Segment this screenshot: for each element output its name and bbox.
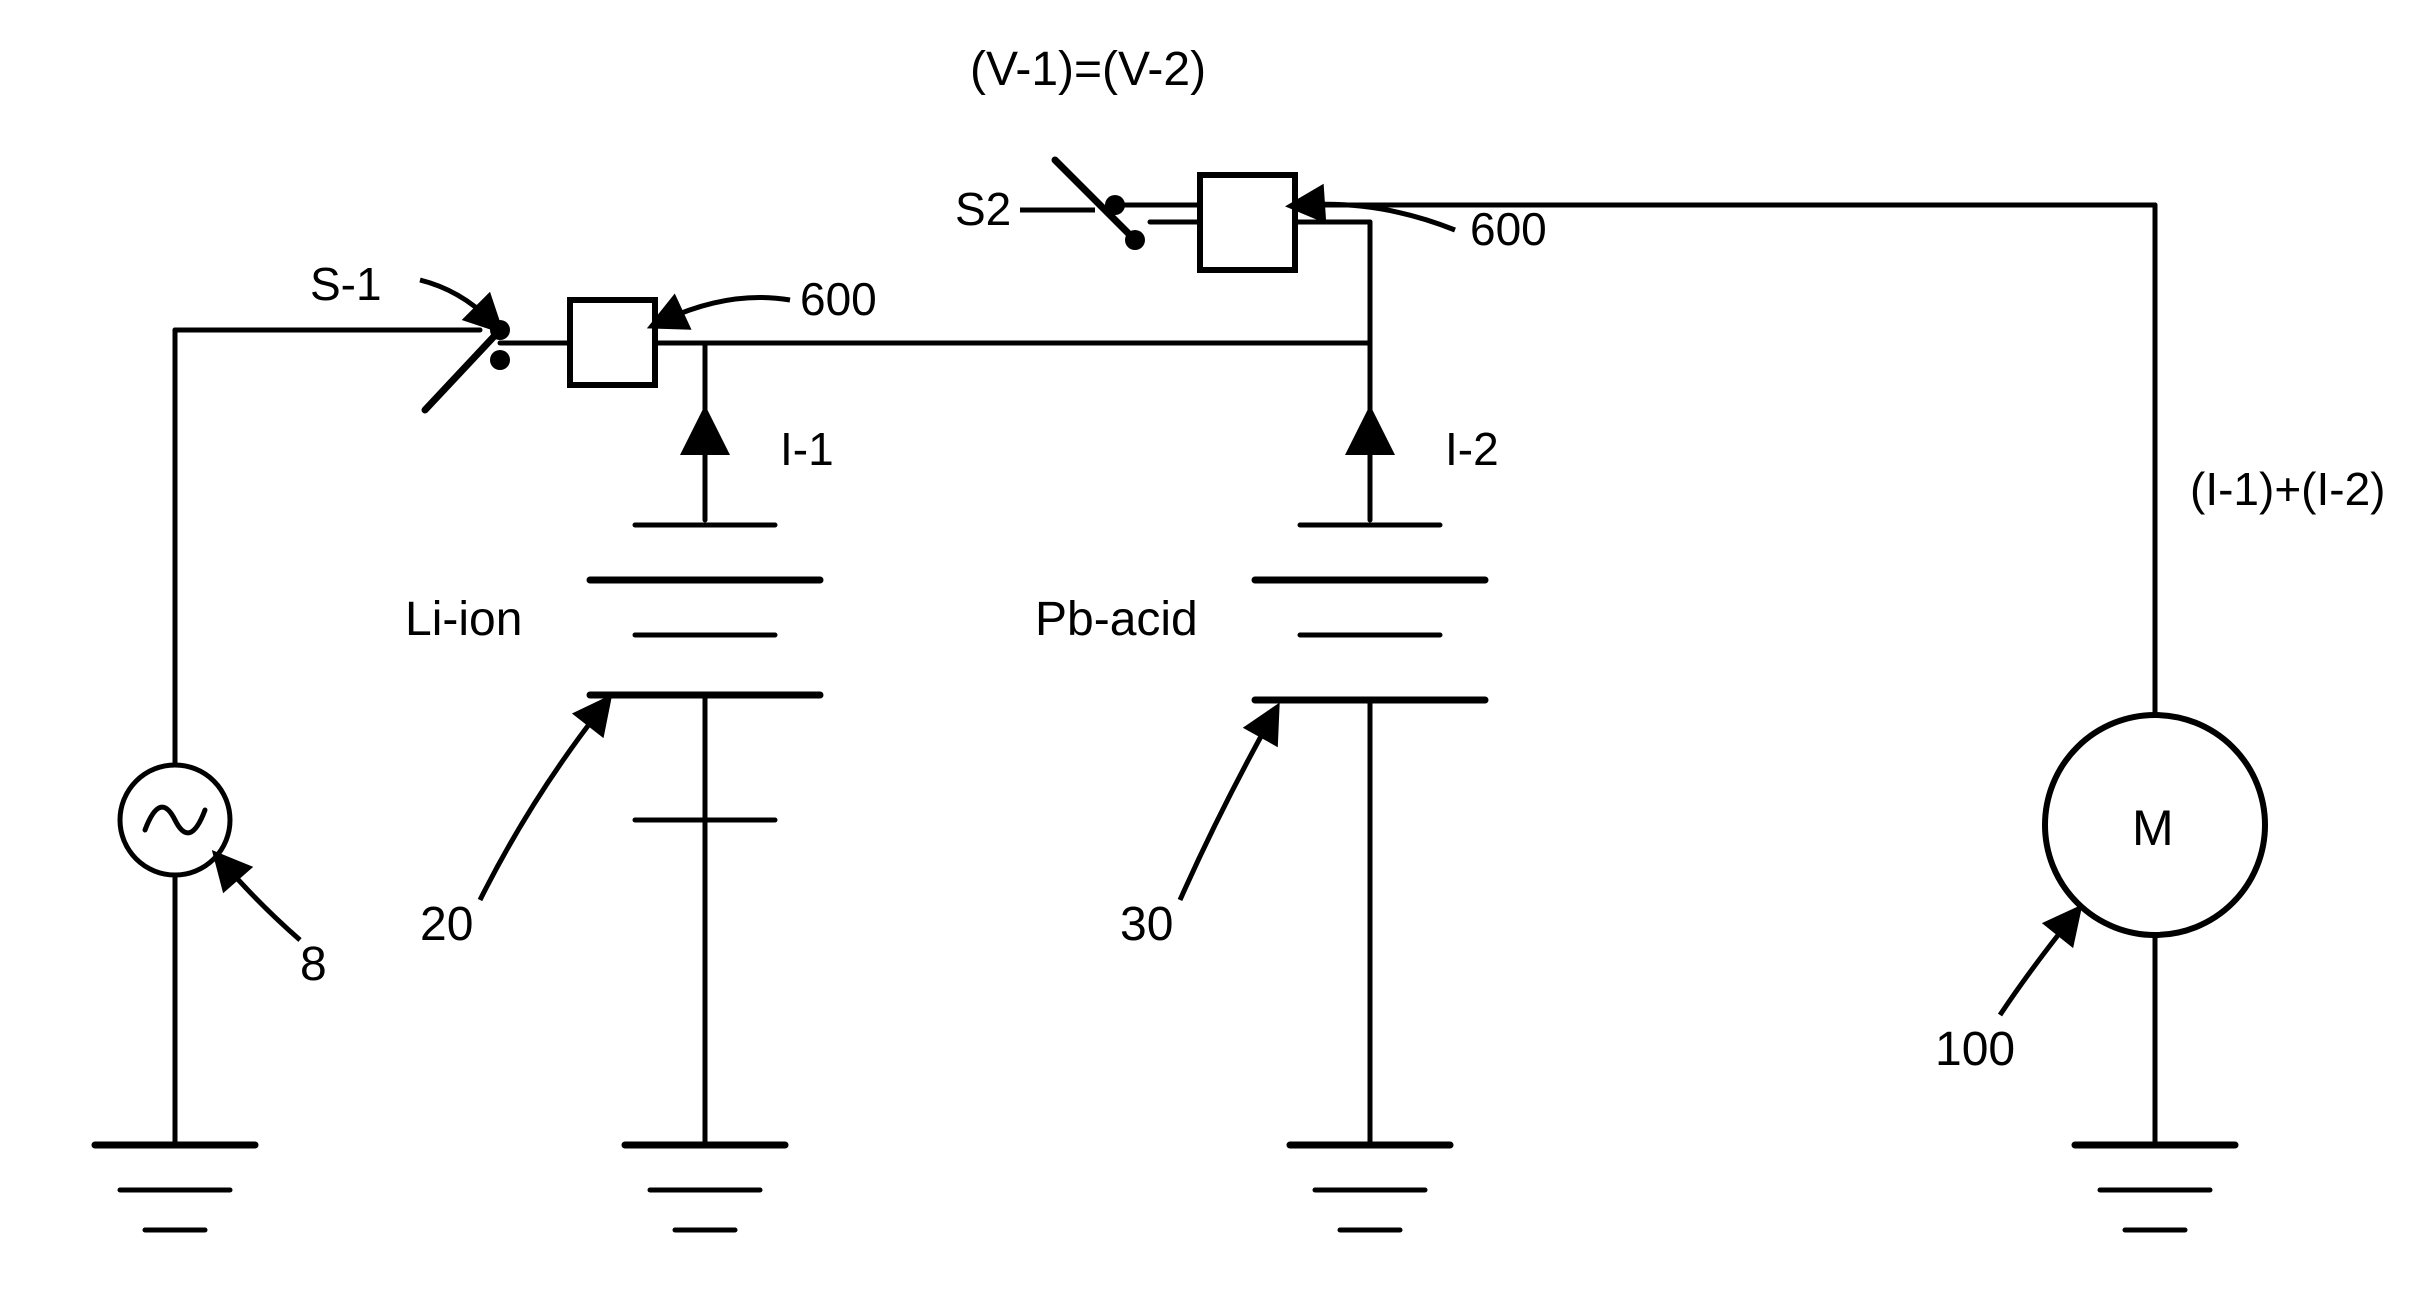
leader-s1 bbox=[420, 280, 490, 320]
box1-ref-label: 600 bbox=[800, 273, 877, 325]
current2-label: I-2 bbox=[1445, 423, 1499, 475]
current1-label: I-1 bbox=[780, 423, 834, 475]
leader-box2-ref bbox=[1305, 204, 1455, 230]
box2-ref-label: 600 bbox=[1470, 203, 1547, 255]
leader-box1-ref bbox=[665, 298, 790, 321]
leader-ac-ref bbox=[225, 865, 300, 940]
switch1-contact-node bbox=[490, 350, 510, 370]
switch2-label: S2 bbox=[955, 183, 1011, 235]
ground-ac bbox=[95, 1145, 255, 1230]
battery2-name-label: Pb-acid bbox=[1035, 593, 1198, 646]
circuit-diagram: (V-1)=(V-2) bbox=[0, 0, 2415, 1310]
voltage-equation-label: (V-1)=(V-2) bbox=[970, 43, 1206, 96]
control-box-2 bbox=[1200, 175, 1295, 270]
ground-motor bbox=[2075, 1145, 2235, 1230]
motor-ref-label: 100 bbox=[1935, 1023, 2015, 1076]
battery2-ref-label: 30 bbox=[1120, 898, 1173, 951]
switch1-label: S-1 bbox=[310, 258, 382, 310]
motor-letter: M bbox=[2132, 800, 2174, 856]
leader-batt2-ref bbox=[1180, 720, 1270, 900]
ac-ref-label: 8 bbox=[300, 938, 327, 991]
battery-pb-acid bbox=[1255, 525, 1485, 1145]
ground-batt1 bbox=[625, 1145, 785, 1230]
switch1-arm bbox=[425, 330, 500, 410]
battery-li-ion bbox=[590, 525, 820, 1145]
battery1-name-label: Li-ion bbox=[405, 593, 522, 646]
leader-motor-ref bbox=[2000, 920, 2070, 1015]
leader-batt1-ref bbox=[480, 710, 600, 900]
battery1-ref-label: 20 bbox=[420, 898, 473, 951]
ground-batt2 bbox=[1290, 1145, 1450, 1230]
motor-current-label: (I-1)+(I-2) bbox=[2190, 463, 2386, 515]
control-box-1 bbox=[570, 300, 655, 385]
